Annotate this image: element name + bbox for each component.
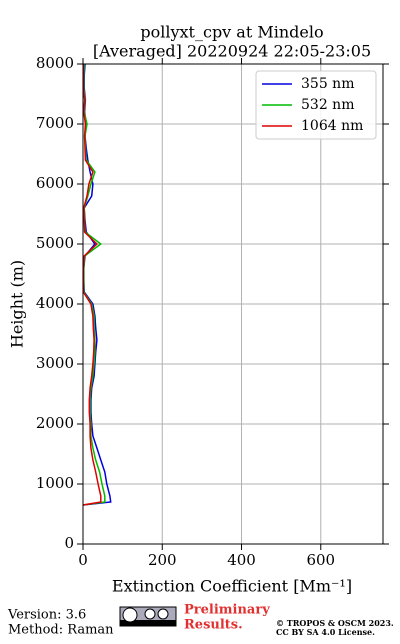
y-tick-label: 4000 bbox=[36, 294, 74, 312]
x-tick-label: 200 bbox=[148, 551, 177, 569]
legend-box bbox=[255, 70, 377, 140]
y-axis-label: Height (m) bbox=[8, 260, 27, 348]
x-axis-label: Extinction Coefficient [Mm⁻¹] bbox=[112, 577, 352, 596]
copyright: CC BY SA 4.0 License. bbox=[276, 627, 375, 637]
preliminary-note: Results. bbox=[184, 618, 243, 633]
y-tick-label: 2000 bbox=[36, 414, 74, 432]
profile-line bbox=[82, 63, 112, 506]
preliminary-note: Preliminary bbox=[184, 603, 270, 618]
chart-title: pollyxt_cpv at Mindelo bbox=[140, 23, 323, 42]
x-tick-label: 400 bbox=[227, 551, 256, 569]
x-tick-label: 600 bbox=[306, 551, 335, 569]
y-tick-label: 6000 bbox=[36, 174, 74, 192]
y-tick-label: 0 bbox=[64, 534, 74, 552]
plot-frame bbox=[82, 63, 384, 545]
legend-label: 532 nm bbox=[301, 97, 354, 113]
y-tick-label: 5000 bbox=[36, 234, 74, 252]
legend: 355 nm 532 nm 1064 nm bbox=[255, 70, 377, 140]
cc-badge bbox=[119, 606, 177, 627]
version: Version: 3.6 bbox=[7, 608, 86, 623]
legend-label: 355 nm bbox=[301, 76, 354, 92]
x-tick-label: 0 bbox=[78, 551, 88, 569]
copyright: © TROPOS & OSCM 2023. bbox=[276, 618, 394, 628]
chart-subtitle: [Averaged] 20220924 22:05-23:05 bbox=[93, 42, 371, 61]
y-tick-label: 1000 bbox=[36, 474, 74, 492]
y-tick-label: 8000 bbox=[36, 54, 74, 72]
method: Method: Raman bbox=[8, 623, 114, 638]
y-tick-label: 7000 bbox=[36, 114, 74, 132]
legend-label: 1064 nm bbox=[301, 118, 363, 134]
y-tick-label: 3000 bbox=[36, 354, 74, 372]
